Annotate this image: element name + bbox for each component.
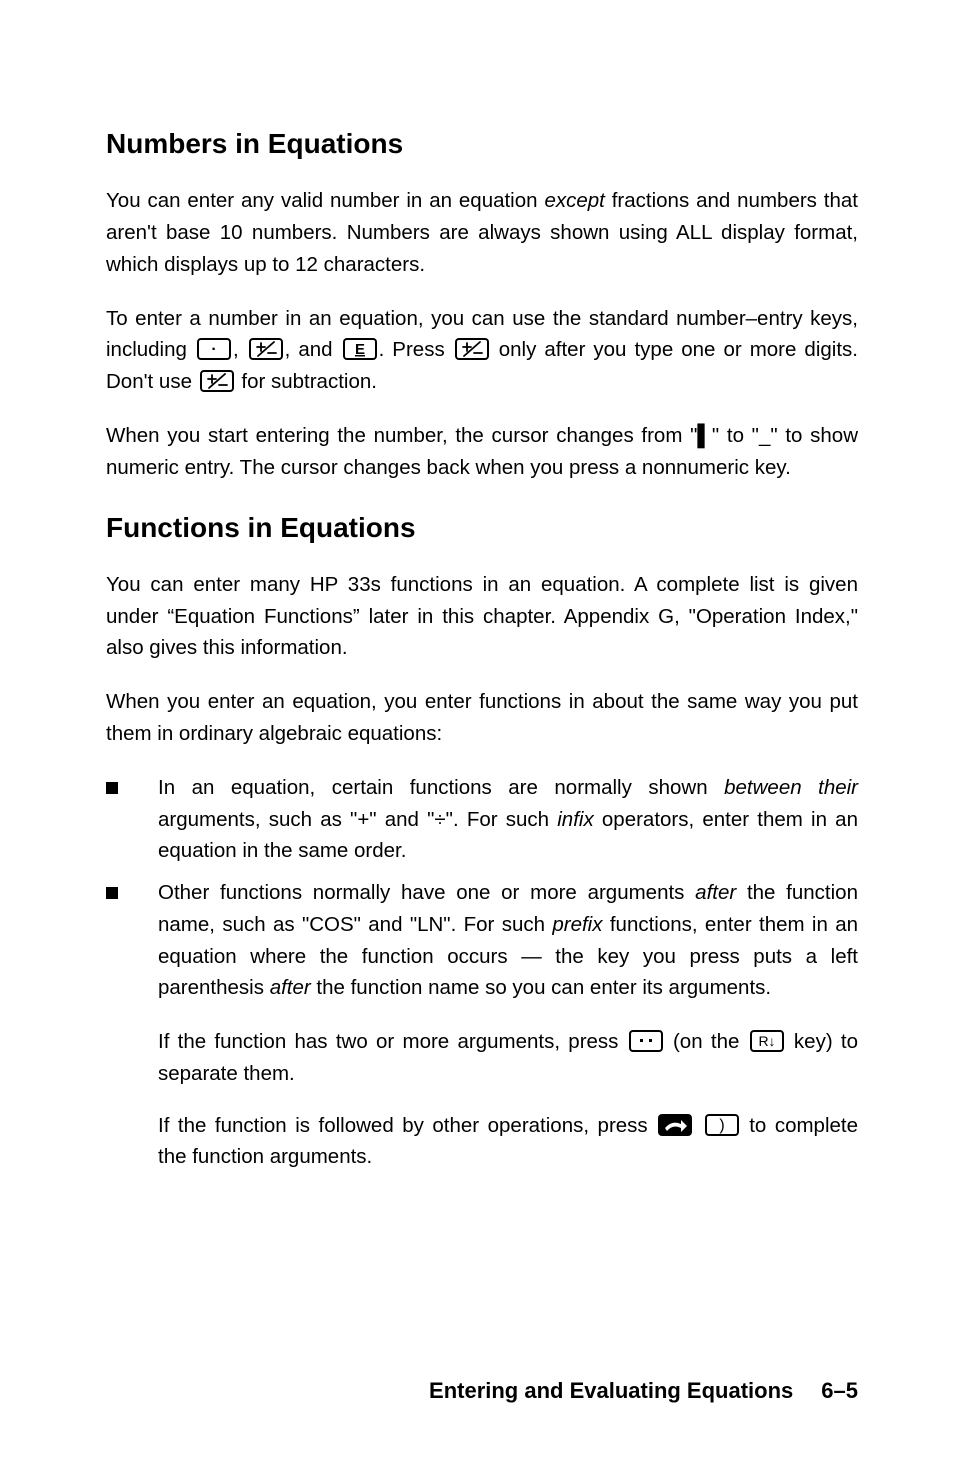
paragraph: When you enter an equation, you enter fu… [106,686,858,750]
footer-page-number: 6–5 [821,1374,858,1408]
paren-key-icon: ) [705,1114,739,1136]
paragraph: When you start entering the number, the … [106,420,858,484]
square-bullet-icon [106,887,118,899]
section-heading: Numbers in Equations [106,122,858,165]
dot-key-icon: · [197,338,231,360]
svg-text:·: · [211,341,216,358]
list-item-text: Other functions normally have one or mor… [158,877,858,1004]
svg-text:): ) [719,1117,724,1134]
square-bullet-icon [106,782,118,794]
paragraph: If the function is followed by other ope… [158,1110,858,1174]
italic-text: after [695,881,736,904]
bullet-list: In an equation, certain functions are no… [106,772,858,1004]
svg-text:R↓: R↓ [758,1033,775,1049]
paragraph: You can enter many HP 33s functions in a… [106,569,858,664]
shift-key-icon [658,1114,692,1136]
paragraph: To enter a number in an equation, you ca… [106,303,858,398]
section-heading: Functions in Equations [106,506,858,549]
paragraph: If the function has two or more argument… [158,1026,858,1090]
paragraph: You can enter any valid number in an equ… [106,185,858,280]
italic-text: between [724,776,802,799]
italic-text: except [544,189,604,212]
italic-text: infix [557,808,593,831]
list-item: Other functions normally have one or mor… [106,877,858,1004]
list-item: In an equation, certain functions are no… [106,772,858,867]
E-key-icon: E [343,338,377,360]
italic-text: after [270,976,311,999]
italic-text: prefix [552,913,602,936]
footer-title: Entering and Evaluating Equations [429,1374,793,1408]
svg-text:E: E [355,341,365,358]
plusminus-key-icon [249,338,283,360]
page-footer: Entering and Evaluating Equations 6–5 [106,1374,858,1408]
italic-text: their [818,776,858,799]
page-body: Numbers in Equations You can enter any va… [106,100,858,1173]
list-item-text: In an equation, certain functions are no… [158,772,858,867]
plusminus-key-icon [200,370,234,392]
plusminus-key-icon [455,338,489,360]
colon-key-icon [629,1030,663,1052]
rdown-key-icon: R↓ [750,1030,784,1052]
